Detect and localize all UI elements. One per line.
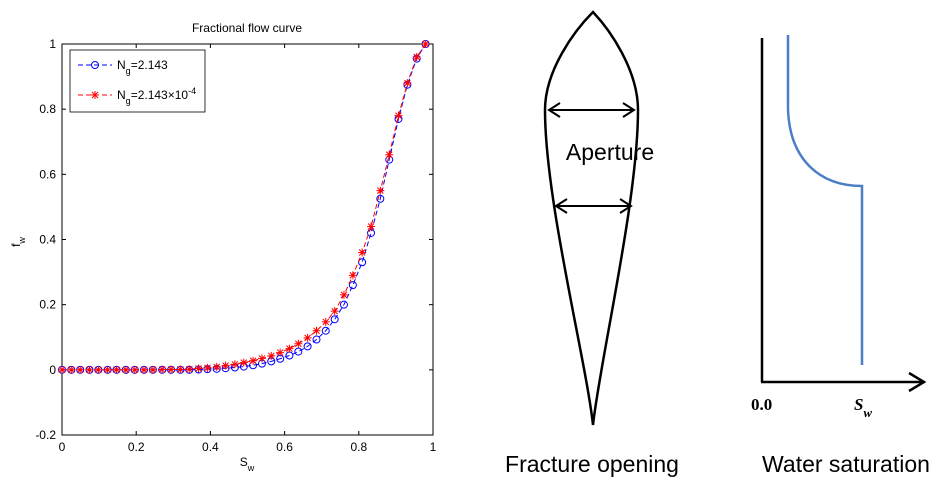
fracture-outline bbox=[543, 10, 640, 426]
marker bbox=[367, 228, 376, 237]
origin-label: 0.0 bbox=[751, 395, 772, 414]
y-tick-label: 0.4 bbox=[39, 233, 56, 247]
marker bbox=[203, 363, 212, 372]
y-tick-label: 0.2 bbox=[39, 298, 56, 312]
marker bbox=[358, 258, 367, 267]
x-axis-label: Sw bbox=[240, 455, 255, 473]
marker bbox=[348, 281, 357, 290]
marker bbox=[376, 186, 385, 195]
marker bbox=[158, 365, 167, 374]
y-tick-label: 1 bbox=[49, 37, 56, 51]
marker bbox=[394, 111, 403, 120]
aperture-arrows bbox=[547, 102, 636, 214]
marker bbox=[339, 290, 348, 299]
marker bbox=[194, 364, 203, 373]
x-tick-label: 0.2 bbox=[128, 440, 145, 454]
marker bbox=[67, 365, 76, 374]
marker bbox=[167, 365, 176, 374]
marker bbox=[421, 40, 430, 48]
marker bbox=[58, 365, 66, 374]
marker bbox=[385, 150, 394, 159]
marker bbox=[139, 365, 148, 374]
y-tick-label: 0.6 bbox=[39, 167, 56, 181]
saturation-profile bbox=[786, 35, 864, 365]
marker bbox=[294, 339, 303, 348]
marker bbox=[412, 53, 421, 62]
marker bbox=[348, 271, 357, 280]
marker bbox=[221, 361, 230, 370]
marker bbox=[121, 365, 130, 374]
marker bbox=[230, 360, 239, 369]
legend-marker bbox=[91, 61, 99, 69]
marker bbox=[267, 351, 276, 360]
marker bbox=[94, 365, 103, 374]
y-tick-label: 0.8 bbox=[39, 102, 56, 116]
legend-label: Ng=2.143 bbox=[117, 58, 168, 76]
legend-box bbox=[69, 49, 206, 113]
marker bbox=[330, 307, 339, 316]
marker bbox=[148, 365, 157, 374]
marker bbox=[285, 344, 294, 353]
x-tick-label: 0.6 bbox=[276, 440, 293, 454]
x-tick-label: 0.4 bbox=[202, 440, 219, 454]
marker bbox=[321, 317, 330, 326]
marker bbox=[276, 348, 285, 357]
marker bbox=[257, 354, 266, 363]
marker bbox=[112, 365, 121, 374]
marker bbox=[358, 248, 367, 257]
marker bbox=[212, 362, 221, 371]
marker bbox=[321, 326, 330, 335]
x-tick-label: 0 bbox=[59, 440, 66, 454]
marker bbox=[103, 365, 112, 374]
marker bbox=[85, 365, 94, 374]
marker bbox=[185, 365, 194, 374]
y-tick-label: 0 bbox=[49, 363, 56, 377]
marker bbox=[130, 365, 139, 374]
marker bbox=[176, 365, 185, 374]
marker bbox=[312, 335, 321, 344]
marker bbox=[376, 194, 385, 203]
marker bbox=[76, 365, 85, 374]
marker bbox=[367, 222, 376, 231]
marker bbox=[312, 326, 321, 335]
chart-title: Fractional flow curve bbox=[192, 21, 302, 35]
x-tick-label: 0.8 bbox=[350, 440, 367, 454]
marker bbox=[249, 356, 258, 365]
saturation-axes bbox=[760, 38, 927, 393]
marker bbox=[339, 300, 348, 309]
fracture-caption: Fracture opening bbox=[505, 451, 679, 477]
y-tick-label: -0.2 bbox=[35, 428, 56, 442]
sw-label: Sw bbox=[854, 395, 872, 420]
marker bbox=[303, 333, 312, 342]
legend-marker bbox=[91, 91, 99, 99]
y-axis-label: fw bbox=[9, 237, 27, 247]
marker bbox=[239, 358, 248, 367]
x-tick-label: 1 bbox=[430, 440, 437, 454]
legend-label: Ng=2.143×10-4 bbox=[117, 86, 196, 106]
marker bbox=[294, 347, 303, 356]
aperture-label: Aperture bbox=[566, 139, 654, 165]
marker bbox=[403, 79, 412, 88]
marker bbox=[330, 315, 339, 324]
saturation-caption: Water saturation bbox=[762, 451, 930, 477]
marker bbox=[303, 342, 312, 351]
